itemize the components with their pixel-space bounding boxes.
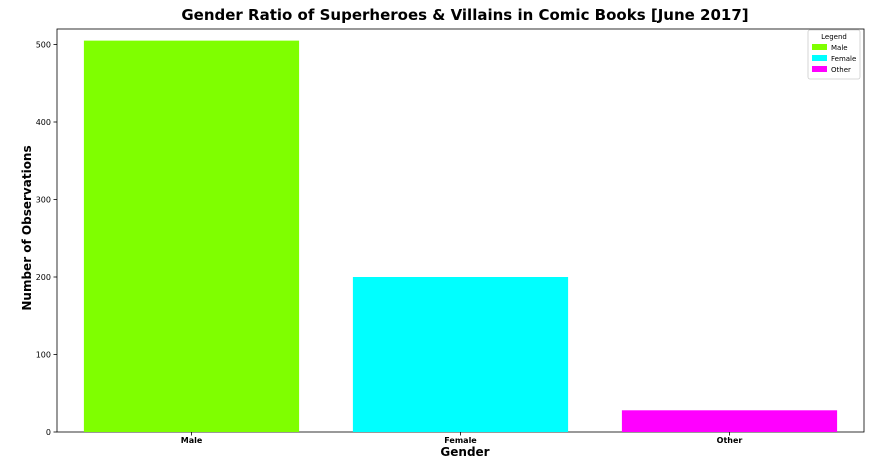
legend-title: Legend [821,33,847,41]
legend-swatch-female [812,55,827,61]
bar-female [352,277,569,432]
legend-label-other: Other [831,66,851,74]
plot-area: Male Female Other 0 100 200 300 400 500 [36,28,865,445]
legend-label-male: Male [831,44,848,52]
chart-title: Gender Ratio of Superheroes & Villains i… [181,6,748,24]
x-tick-label-female: Female [444,436,477,445]
legend-swatch-other [812,66,827,72]
y-tick-label-500: 500 [36,41,51,50]
legend-label-female: Female [831,55,856,63]
x-tick-label-other: Other [717,436,743,445]
y-tick-label-100: 100 [36,351,51,360]
legend-swatch-male [812,44,827,50]
y-tick-label-400: 400 [36,118,51,127]
x-axis-label: Gender [440,445,489,459]
y-tick-label-0: 0 [46,428,51,437]
bar-male [83,40,300,432]
x-tick-label-male: Male [181,436,203,445]
y-tick-label-200: 200 [36,273,51,282]
y-axis-label: Number of Observations [20,145,34,310]
legend: Legend Male Female Other [807,29,861,80]
bar-other [621,410,838,432]
y-tick-label-300: 300 [36,196,51,205]
